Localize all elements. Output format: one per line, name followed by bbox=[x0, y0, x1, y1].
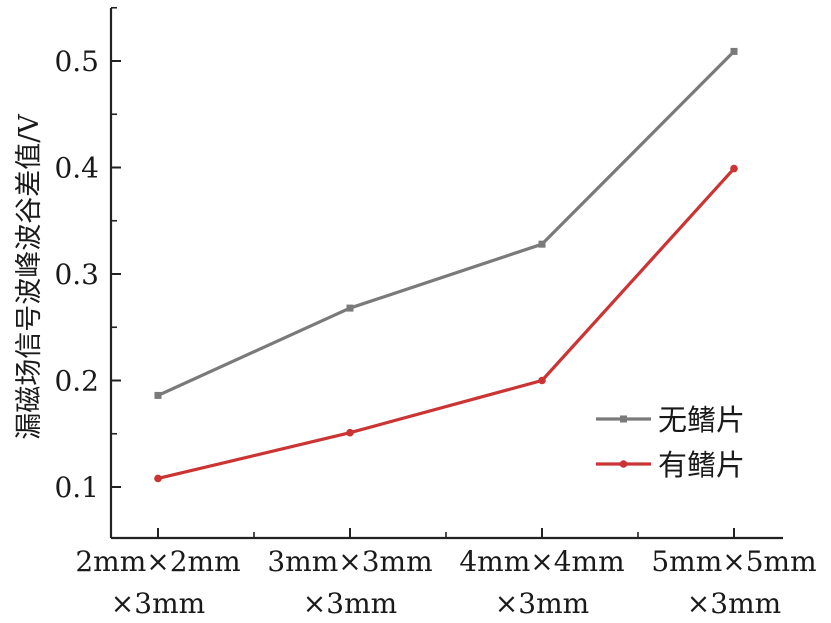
y-axis-label: 漏磁场信号波峰波谷差值/V bbox=[14, 114, 45, 440]
data-point bbox=[154, 391, 162, 399]
data-point bbox=[730, 47, 738, 55]
x-tick-label: 3mm×3mm bbox=[267, 545, 432, 578]
series-2 bbox=[154, 164, 738, 483]
legend-marker bbox=[619, 460, 628, 468]
series-line bbox=[157, 167, 736, 481]
series-layer bbox=[154, 47, 738, 483]
legend-marker bbox=[620, 415, 627, 423]
y-tick-label: 0.5 bbox=[54, 45, 99, 78]
x-tick-label: 4mm×4mm bbox=[459, 545, 624, 578]
y-tick-label: 0.1 bbox=[54, 471, 99, 504]
data-point bbox=[538, 376, 546, 385]
x-tick-label: 2mm×2mm bbox=[75, 545, 240, 578]
series-1 bbox=[154, 47, 738, 399]
y-tick-label: 0.4 bbox=[54, 152, 99, 185]
axes: 0.1 0.2 0.3 0.4 0.5 2mm×2mm ×3mm 3mm×3mm ×3mm 4mm… bbox=[54, 6, 817, 620]
x-tick-label: 5mm×5mm bbox=[651, 545, 816, 578]
x-tick-label-line2: ×3mm bbox=[303, 587, 397, 620]
x-tick-label-line2: ×3mm bbox=[495, 587, 589, 620]
data-point bbox=[730, 164, 738, 173]
legend-label: 无鳍片 bbox=[658, 403, 745, 437]
y-tick-label: 0.2 bbox=[54, 365, 99, 398]
legend-item: 无鳍片 bbox=[596, 403, 745, 437]
series-line bbox=[157, 50, 736, 397]
data-point bbox=[538, 240, 546, 248]
y-tick-label: 0.3 bbox=[54, 258, 99, 291]
data-point bbox=[154, 474, 162, 483]
data-point bbox=[346, 428, 354, 437]
data-point bbox=[346, 304, 354, 312]
x-tick-label-line2: ×3mm bbox=[687, 587, 781, 620]
x-tick-label-line2: ×3mm bbox=[111, 587, 205, 620]
legend-item: 有鳍片 bbox=[596, 448, 745, 482]
legend-label: 有鳍片 bbox=[658, 448, 745, 482]
